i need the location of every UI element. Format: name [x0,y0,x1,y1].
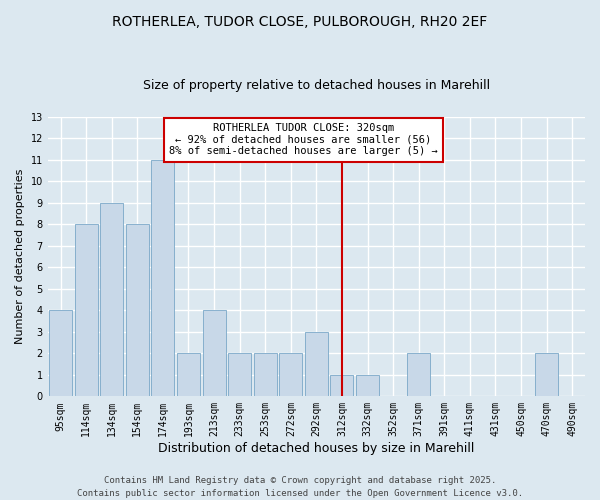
Bar [49,310,72,396]
Bar [280,354,302,397]
Text: ROTHERLEA, TUDOR CLOSE, PULBOROUGH, RH20 2EF: ROTHERLEA, TUDOR CLOSE, PULBOROUGH, RH20… [112,15,488,29]
Bar [407,354,430,397]
Y-axis label: Number of detached properties: Number of detached properties [15,169,25,344]
Bar [356,375,379,396]
Bar [305,332,328,396]
Bar [100,203,123,396]
Text: Contains HM Land Registry data © Crown copyright and database right 2025.
Contai: Contains HM Land Registry data © Crown c… [77,476,523,498]
Bar [254,354,277,397]
Bar [74,224,98,396]
Bar [228,354,251,397]
X-axis label: Distribution of detached houses by size in Marehill: Distribution of detached houses by size … [158,442,475,455]
Bar [535,354,558,397]
Text: ROTHERLEA TUDOR CLOSE: 320sqm
← 92% of detached houses are smaller (56)
8% of se: ROTHERLEA TUDOR CLOSE: 320sqm ← 92% of d… [169,123,438,156]
Bar [203,310,226,396]
Bar [331,375,353,396]
Bar [177,354,200,397]
Bar [126,224,149,396]
Title: Size of property relative to detached houses in Marehill: Size of property relative to detached ho… [143,79,490,92]
Bar [151,160,175,396]
